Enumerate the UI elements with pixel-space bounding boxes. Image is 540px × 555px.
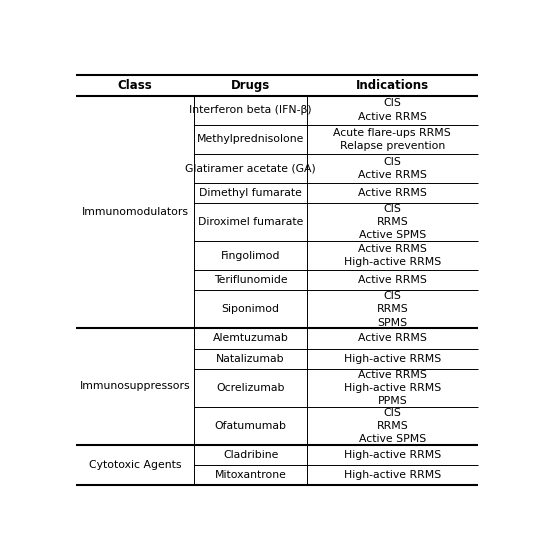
Text: Indications: Indications: [356, 79, 429, 92]
Text: Active RRMS: Active RRMS: [358, 334, 427, 344]
Text: Active RRMS: Active RRMS: [358, 275, 427, 285]
Text: Cladribine: Cladribine: [223, 450, 278, 460]
Text: Ofatumumab: Ofatumumab: [214, 421, 287, 431]
Text: Active RRMS
High-active RRMS
PPMS: Active RRMS High-active RRMS PPMS: [343, 370, 441, 406]
Text: Immunosuppressors: Immunosuppressors: [80, 381, 191, 391]
Text: CIS
RRMS
SPMS: CIS RRMS SPMS: [376, 291, 408, 327]
Text: Alemtuzumab: Alemtuzumab: [213, 334, 288, 344]
Text: Active RRMS: Active RRMS: [358, 188, 427, 198]
Text: Drugs: Drugs: [231, 79, 270, 92]
Text: Mitoxantrone: Mitoxantrone: [215, 470, 287, 480]
Text: Methylprednisolone: Methylprednisolone: [197, 134, 305, 144]
Text: Natalizumab: Natalizumab: [217, 354, 285, 364]
Text: Glatiramer acetate (GA): Glatiramer acetate (GA): [185, 163, 316, 173]
Text: Fingolimod: Fingolimod: [221, 250, 280, 260]
Text: CIS
Active RRMS: CIS Active RRMS: [358, 157, 427, 180]
Text: High-active RRMS: High-active RRMS: [343, 450, 441, 460]
Text: CIS
Active RRMS: CIS Active RRMS: [358, 98, 427, 122]
Text: CIS
RRMS
Active SPMS: CIS RRMS Active SPMS: [359, 204, 426, 240]
Text: Teriflunomide: Teriflunomide: [214, 275, 287, 285]
Text: Ocrelizumab: Ocrelizumab: [217, 383, 285, 393]
Text: Acute flare-ups RRMS
Relapse prevention: Acute flare-ups RRMS Relapse prevention: [333, 128, 451, 151]
Text: Active RRMS
High-active RRMS: Active RRMS High-active RRMS: [343, 244, 441, 267]
Text: CIS
RRMS
Active SPMS: CIS RRMS Active SPMS: [359, 407, 426, 444]
Text: High-active RRMS: High-active RRMS: [343, 470, 441, 480]
Text: Interferon beta (IFN-β): Interferon beta (IFN-β): [190, 105, 312, 115]
Text: Dimethyl fumarate: Dimethyl fumarate: [199, 188, 302, 198]
Text: Siponimod: Siponimod: [221, 304, 280, 314]
Text: Cytotoxic Agents: Cytotoxic Agents: [89, 460, 181, 470]
Text: Diroximel fumarate: Diroximel fumarate: [198, 217, 303, 227]
Text: Immunomodulators: Immunomodulators: [82, 207, 188, 217]
Text: High-active RRMS: High-active RRMS: [343, 354, 441, 364]
Text: Class: Class: [118, 79, 152, 92]
